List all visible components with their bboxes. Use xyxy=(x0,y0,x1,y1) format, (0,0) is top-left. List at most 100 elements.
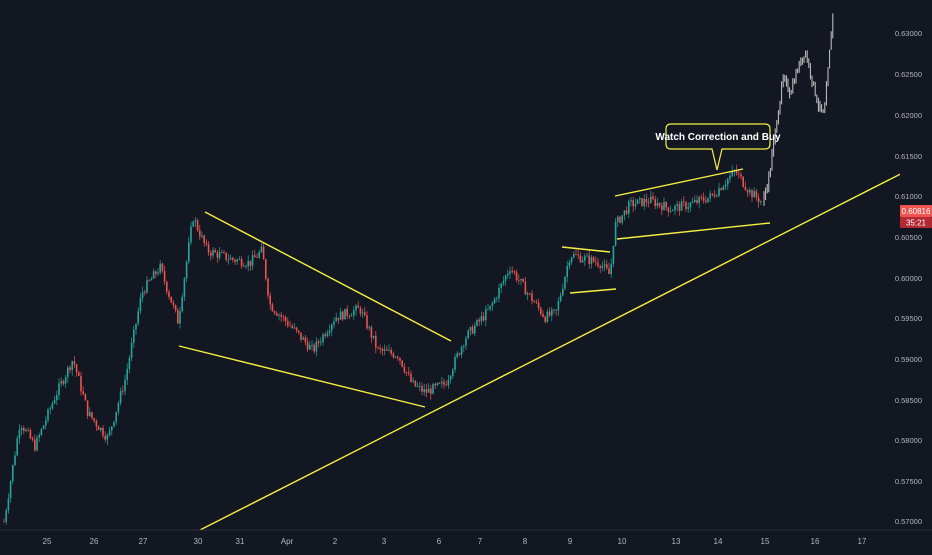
candle xyxy=(247,255,249,272)
candle xyxy=(423,383,425,397)
candle xyxy=(168,289,170,300)
price-axis-label: 0.59000 xyxy=(895,355,922,364)
price-axis-label: 0.59500 xyxy=(895,314,922,323)
flag-upper-line[interactable] xyxy=(561,246,611,253)
candle xyxy=(401,360,403,368)
candle xyxy=(702,192,705,204)
candle xyxy=(20,425,23,436)
candle xyxy=(507,269,509,279)
price-axis[interactable]: 0.63000 0.62500 0.62000 0.61500 0.61000 0.605… xyxy=(895,0,932,530)
candle xyxy=(757,193,760,208)
candle xyxy=(476,318,478,327)
candle xyxy=(709,190,711,202)
candle xyxy=(408,366,410,377)
candle xyxy=(170,296,172,303)
candle xyxy=(276,311,278,317)
candle xyxy=(388,344,390,352)
candle xyxy=(397,355,399,361)
candle xyxy=(546,309,549,323)
candle xyxy=(49,405,51,415)
time-axis-label: 14 xyxy=(714,537,723,546)
candle xyxy=(69,365,71,374)
candle xyxy=(73,356,76,368)
candle xyxy=(7,493,10,514)
candle xyxy=(610,258,612,278)
candle xyxy=(617,215,619,228)
candle xyxy=(126,363,128,385)
candle xyxy=(62,379,65,386)
candle xyxy=(625,206,628,215)
candle xyxy=(258,249,260,260)
candle xyxy=(491,301,494,311)
descending-channel-lower-line[interactable] xyxy=(178,345,426,408)
main-ascending-trendline[interactable] xyxy=(199,157,932,531)
candle xyxy=(366,311,368,331)
candle xyxy=(148,279,150,282)
candle xyxy=(674,204,676,215)
candle xyxy=(430,384,432,400)
candle xyxy=(452,368,454,379)
candle xyxy=(18,424,21,445)
time-axis-label: 2 xyxy=(333,537,338,546)
descending-channel-upper-line[interactable] xyxy=(204,211,452,342)
candle xyxy=(628,199,630,218)
candle xyxy=(751,188,753,202)
time-axis-label: Apr xyxy=(281,537,294,546)
candle xyxy=(722,185,725,191)
candle xyxy=(174,304,177,313)
candle xyxy=(678,201,681,216)
candle xyxy=(432,382,434,395)
rising-wedge-lower-line[interactable] xyxy=(616,222,771,240)
candle xyxy=(564,275,566,291)
candle xyxy=(436,382,439,387)
candle xyxy=(133,325,135,348)
candle xyxy=(386,345,388,351)
candle xyxy=(111,426,113,436)
flag-lower-line[interactable] xyxy=(569,288,617,294)
candle xyxy=(416,382,419,388)
callout-annotation[interactable]: Watch Correction and Buy xyxy=(655,123,781,171)
candle xyxy=(359,305,362,317)
candle xyxy=(115,411,117,426)
candle xyxy=(113,421,115,428)
candle xyxy=(425,384,428,397)
candle xyxy=(262,242,265,260)
time-axis-label: 17 xyxy=(858,537,867,546)
candle xyxy=(190,221,192,245)
candle xyxy=(718,182,720,198)
candle xyxy=(403,363,406,375)
candle xyxy=(339,307,342,320)
time-axis[interactable]: 25 26 27 30 31 Apr 2 3 6 7 8 9 10 13 14 15 16 17 xyxy=(0,529,932,546)
candle xyxy=(559,292,562,303)
candle xyxy=(509,266,511,280)
candle xyxy=(375,331,377,354)
candle xyxy=(14,451,16,466)
candle xyxy=(56,390,58,406)
candle xyxy=(95,419,98,431)
candle xyxy=(581,256,584,263)
candle xyxy=(58,378,60,401)
candle xyxy=(689,201,692,212)
bar-countdown: 35:21 xyxy=(906,219,927,228)
candle xyxy=(232,256,234,263)
candle xyxy=(390,347,392,356)
candle xyxy=(47,407,49,423)
candle xyxy=(108,426,111,437)
candle xyxy=(166,280,168,295)
candle xyxy=(746,188,749,198)
candle xyxy=(467,329,469,340)
candle xyxy=(284,315,287,326)
candle xyxy=(267,277,269,299)
candle xyxy=(287,317,289,329)
candle xyxy=(9,479,12,503)
candle xyxy=(194,217,197,228)
candle xyxy=(370,325,373,344)
candle xyxy=(16,435,18,457)
candle xyxy=(443,378,445,389)
candle xyxy=(463,344,465,353)
time-axis-label: 9 xyxy=(568,537,573,546)
rising-wedge-upper-line[interactable] xyxy=(614,168,744,197)
candle xyxy=(368,325,370,331)
